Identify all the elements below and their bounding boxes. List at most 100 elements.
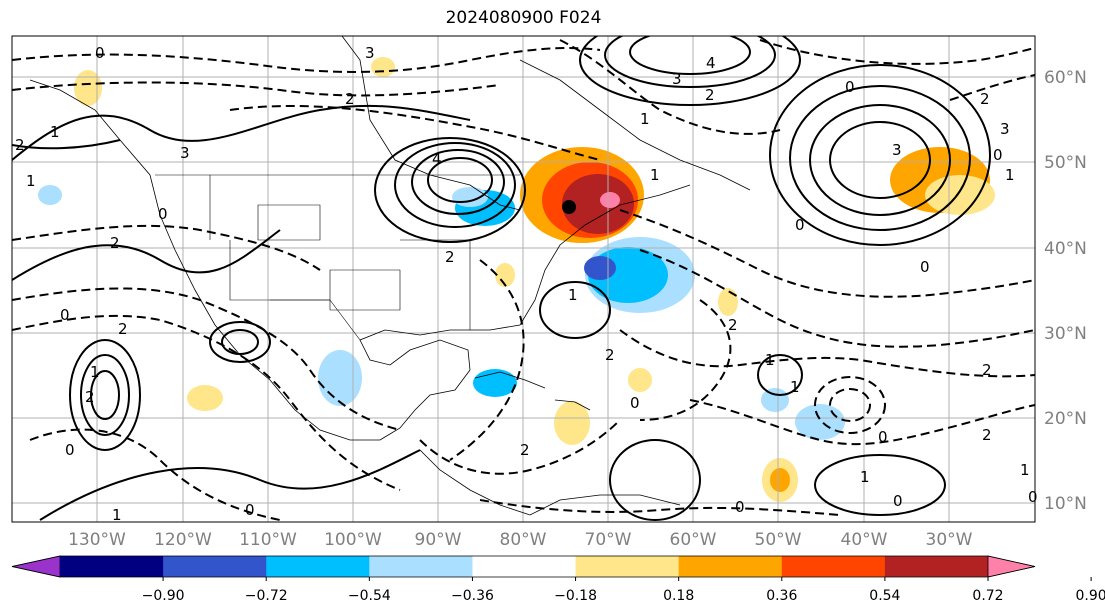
- positive-anomaly-peak: [600, 192, 620, 208]
- colorbar-tick-label: −0.18: [554, 588, 597, 604]
- latitude-label: 50°N: [1044, 153, 1087, 173]
- colorbar-tick-label: 0.90: [1076, 588, 1105, 604]
- contour-label: 2: [982, 361, 992, 379]
- colorbar-tick-label: 0.18: [663, 588, 694, 604]
- colorbar-tick-label: 0.36: [766, 588, 797, 604]
- contour-label: 1: [860, 468, 870, 486]
- contour-label: 0: [795, 216, 805, 234]
- colorbar-segment: [163, 556, 267, 577]
- longitude-label: 60°W: [670, 530, 717, 550]
- positive-anomaly-atl-1: [718, 288, 738, 316]
- contour-label: 1: [765, 351, 775, 369]
- contour-label: 1: [640, 110, 650, 128]
- colorbar-segment: [266, 556, 370, 577]
- contour-label: 2: [520, 441, 530, 459]
- chart-title: 2024080900 F024: [445, 8, 602, 28]
- colorbar-tick-label: −0.72: [245, 588, 288, 604]
- colorbar-tick-label: −0.54: [348, 588, 391, 604]
- contour-label: 3: [892, 141, 902, 159]
- positive-anomaly-north: [371, 57, 395, 77]
- colorbar-segment: [369, 556, 473, 577]
- longitude-label: 100°W: [324, 530, 382, 550]
- location-marker: [562, 200, 576, 214]
- contour-label: 0: [920, 258, 930, 276]
- longitude-label: 130°W: [68, 530, 126, 550]
- contour-label: 4: [432, 150, 442, 168]
- longitude-label: 40°W: [841, 530, 888, 550]
- contour-label: 2: [445, 248, 455, 266]
- colorbar-segment: [781, 556, 886, 577]
- contour-label: 1: [568, 286, 578, 304]
- contour-label: 2: [980, 90, 990, 108]
- contour-label: 3: [180, 144, 190, 162]
- latitude-label: 40°N: [1044, 239, 1087, 259]
- colorbar-tick-label: 0.72: [972, 588, 1003, 604]
- contour-label: 0: [845, 78, 855, 96]
- contour-label: 0: [993, 146, 1003, 164]
- contour-label: 1: [50, 123, 60, 141]
- contour-label: 2: [345, 90, 355, 108]
- negative-anomaly-atl-1: [761, 388, 789, 412]
- contour-label: 0: [60, 306, 70, 324]
- colorbar: −0.90 −0.72 −0.54 −0.36 −0.18 0.18 0.36 0.54 0.7…: [11, 555, 1105, 604]
- contour-labels: 0 3 2 1 2 4 3 2 0 2 1 3 4 3 0 3 2 1 2 2 …: [15, 44, 1038, 524]
- negative-anomaly-gulf: [318, 350, 362, 406]
- colorbar-segment: [884, 556, 989, 577]
- contour-label: 0: [735, 498, 745, 516]
- coastlines: [29, 36, 751, 516]
- contour-label: 2: [110, 234, 120, 252]
- contour-label: 2: [118, 320, 128, 338]
- latitude-label: 10°N: [1044, 494, 1087, 514]
- longitude-label: 50°W: [755, 530, 802, 550]
- latitude-label: 30°N: [1044, 324, 1087, 344]
- contour-label: 0: [158, 205, 168, 223]
- contour-label: 0: [893, 492, 903, 510]
- contour-label: 0: [245, 501, 255, 519]
- positive-anomaly-texas: [495, 263, 515, 287]
- contour-label: 0: [95, 44, 105, 62]
- positive-anomaly-caribbean: [554, 401, 590, 445]
- negative-anomaly-nw: [38, 185, 62, 205]
- positive-anomaly-alaska: [74, 70, 102, 106]
- longitude-label: 110°W: [239, 530, 297, 550]
- positive-anomaly-baja: [187, 385, 223, 411]
- contour-label: 4: [706, 54, 716, 72]
- lat-lon-grid: [12, 36, 1035, 522]
- contour-label: 1: [790, 378, 800, 396]
- contour-label: 0: [65, 441, 75, 459]
- contour-label: 3: [1000, 120, 1010, 138]
- contour-label: 0: [630, 394, 640, 412]
- axis-labels: 130°W 120°W 110°W 100°W 90°W 80°W 70°W 60°W 50°W…: [68, 68, 1087, 550]
- contour-label: 2: [85, 388, 95, 406]
- longitude-label: 70°W: [585, 530, 632, 550]
- contour-label: 1: [90, 363, 100, 381]
- solid-contours: [12, 36, 991, 521]
- contour-label: 1: [650, 166, 660, 184]
- contour-label: 1: [112, 506, 122, 524]
- longitude-labels: 130°W 120°W 110°W 100°W 90°W 80°W 70°W 60°W 50°W…: [68, 530, 973, 550]
- contour-label: 2: [605, 346, 615, 364]
- latitude-label: 60°N: [1044, 68, 1087, 88]
- negative-anomaly-lakes-light: [452, 187, 488, 207]
- dashed-contours: [12, 39, 1035, 521]
- positive-anomaly-atl-2: [628, 368, 652, 392]
- contour-label: 1: [1020, 461, 1030, 479]
- longitude-label: 80°W: [500, 530, 547, 550]
- colorbar-tick-label: 0.54: [869, 588, 900, 604]
- colorbar-segment: [472, 556, 577, 577]
- longitude-label: 90°W: [415, 530, 462, 550]
- positive-anomaly-core: [562, 174, 634, 234]
- colorbar-outline: [11, 555, 1036, 578]
- colorbar-segment: [678, 556, 783, 577]
- colorbar-tick-label: −0.36: [451, 588, 494, 604]
- latitude-label: 20°N: [1044, 409, 1087, 429]
- contour-label: 1: [26, 172, 36, 190]
- longitude-label: 30°W: [926, 530, 973, 550]
- colorbar-extend-low: [11, 555, 61, 578]
- contour-label: 1: [1005, 166, 1015, 184]
- colorbar-extend-high: [987, 555, 1036, 578]
- contour-label: 2: [982, 426, 992, 444]
- positive-anomaly-atl-3-core: [770, 468, 790, 492]
- map-frame: [11, 35, 1036, 523]
